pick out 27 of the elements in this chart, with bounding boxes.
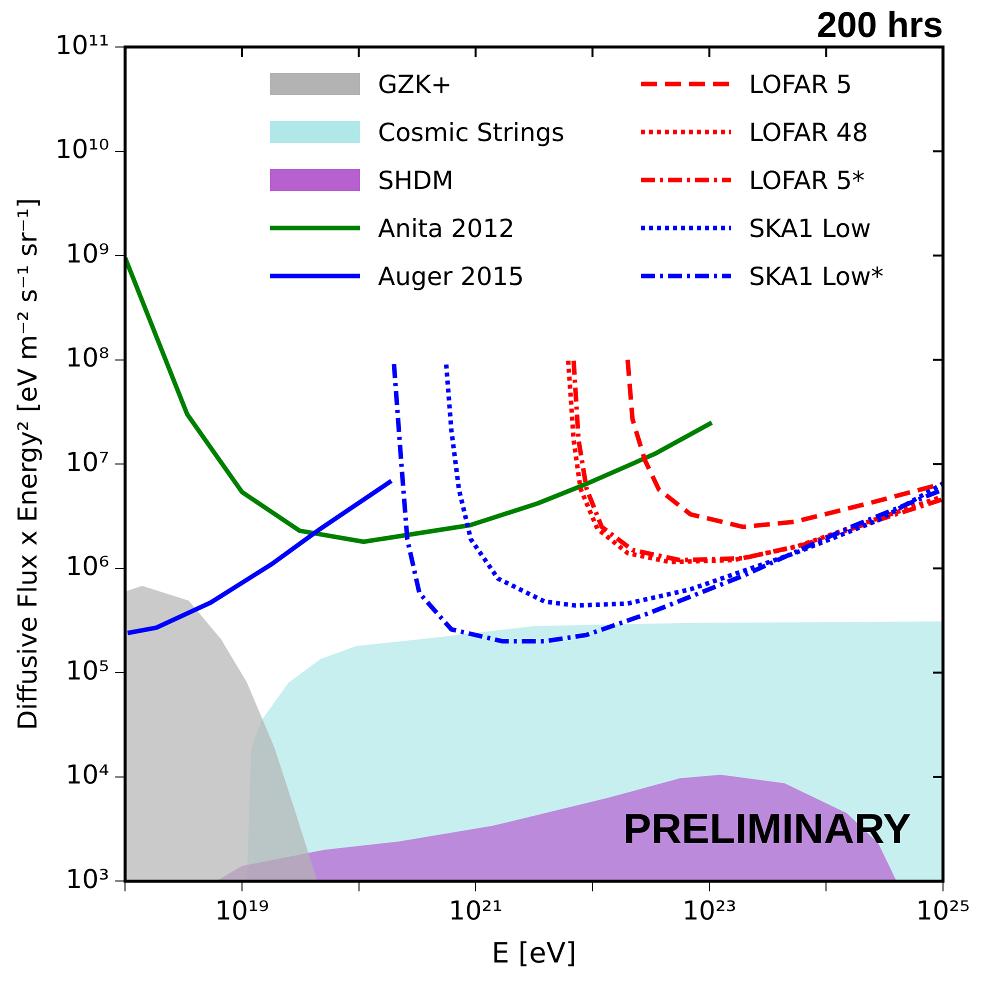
x-tick-label: 10²⁵ xyxy=(916,896,970,927)
x-tick-label: 10²³ xyxy=(682,896,736,927)
annotation: PRELIMINARY xyxy=(623,805,911,853)
legend-label: SKA1 Low* xyxy=(748,262,884,290)
y-tick-label: 10³ xyxy=(66,864,110,895)
legend-label: Auger 2015 xyxy=(378,262,524,290)
legend-label: LOFAR 5 xyxy=(748,70,852,98)
y-tick-label: 10⁹ xyxy=(66,239,110,270)
legend-label: Anita 2012 xyxy=(378,214,515,242)
y-axis-title: Diffusive Flux x Energy² [eV m⁻² s⁻¹ sr⁻¹] xyxy=(13,198,44,730)
legend-label: LOFAR 5* xyxy=(748,166,865,194)
y-tick-label: 10⁵ xyxy=(66,656,110,686)
x-tick-label: 10²¹ xyxy=(448,896,503,927)
legend-label: GZK+ xyxy=(378,70,452,98)
y-tick-label: 10⁶ xyxy=(66,552,110,582)
x-tick-label: 10¹⁹ xyxy=(215,896,269,927)
legend-label: SKA1 Low xyxy=(748,214,871,242)
y-tick-label: 10⁸ xyxy=(66,344,110,374)
legend-label: LOFAR 48 xyxy=(748,118,868,146)
y-tick-label: 10⁴ xyxy=(66,760,110,791)
legend-label: Cosmic Strings xyxy=(378,118,564,146)
y-tick-label: 10¹⁰ xyxy=(55,135,110,166)
legend-label: SHDM xyxy=(378,166,454,194)
y-tick-label: 10⁷ xyxy=(66,448,110,478)
x-axis-title: E [eV] xyxy=(492,936,576,970)
chart-title: 200 hrs xyxy=(816,4,943,46)
y-tick-label: 10¹¹ xyxy=(55,30,110,61)
